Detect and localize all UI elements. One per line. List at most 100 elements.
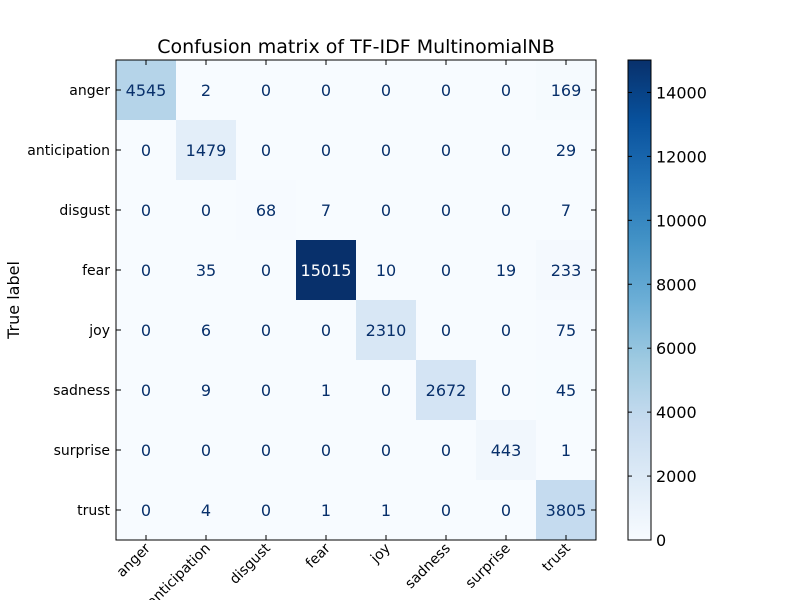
cell-value-label: 19 [496,261,516,280]
colorbar-tick-label: 4000 [656,403,697,422]
cell-value-label: 0 [141,441,151,460]
cell-value-label: 0 [441,201,451,220]
matrix-cell [296,480,356,540]
cell-value-label: 29 [556,141,576,160]
cell-value-label: 0 [381,141,391,160]
column-tick-label: joy [367,541,394,568]
colorbar-tick-label: 2000 [656,467,697,486]
column-tick-label: anger [114,540,154,580]
matrix-cell [536,360,596,420]
cell-value-label: 75 [556,321,576,340]
matrix-cell [236,240,296,300]
matrix-cell [236,420,296,480]
cell-value-label: 0 [441,321,451,340]
matrix-cell [476,180,536,240]
matrix-cell [536,180,596,240]
cell-value-label: 1 [561,441,571,460]
column-tick-label: anticipation [144,541,214,600]
cell-value-label: 1 [321,381,331,400]
column-tick-label: disgust [227,540,274,587]
cell-value-label: 0 [501,501,511,520]
matrix-cell [356,480,416,540]
cell-value-label: 0 [261,381,271,400]
row-tick-label: trust [77,503,110,519]
colorbar-tick-label: 8000 [656,275,697,294]
cell-value-label: 0 [321,81,331,100]
matrix-cell [536,300,596,360]
matrix-cell [356,300,416,360]
cell-value-label: 1479 [186,141,227,160]
row-tick-label: surprise [54,443,110,459]
cell-value-label: 0 [441,81,451,100]
cell-value-label: 0 [501,381,511,400]
cell-value-label: 0 [321,441,331,460]
colorbar-tick-label: 10000 [656,211,707,230]
colorbar-tick-label: 12000 [656,147,707,166]
chart-title: Confusion matrix of TF-IDF MultinomialNB [157,36,555,58]
matrix-cell [296,180,356,240]
matrix-cell [416,420,476,480]
matrix-cell [536,240,596,300]
cell-value-label: 4 [201,501,211,520]
matrix-cell [416,480,476,540]
matrix-cell [416,60,476,120]
matrix-cell [176,60,236,120]
cell-value-label: 0 [441,261,451,280]
matrix-cell [176,360,236,420]
y-axis-label: True label [4,261,23,340]
cell-value-label: 0 [441,141,451,160]
cell-value-label: 35 [196,261,216,280]
matrix-cell [356,360,416,420]
cell-value-label: 10 [376,261,396,280]
cell-value-label: 0 [381,201,391,220]
matrix-cell [536,480,596,540]
colorbar: 0 2000 4000 6000 8000 10000 12000 14000 [627,59,707,550]
cell-value-label: 0 [261,501,271,520]
cell-value-label: 0 [501,81,511,100]
cell-value-label: 0 [261,261,271,280]
matrix-cell [476,240,536,300]
colorbar-tick-label: 6000 [656,339,697,358]
matrix-cell [476,300,536,360]
cell-value-label: 0 [441,441,451,460]
cell-value-label: 0 [201,201,211,220]
matrix-cell [356,420,416,480]
matrix-cell [416,240,476,300]
cell-value-label: 9 [201,381,211,400]
matrix-cell [416,360,476,420]
cell-value-label: 4545 [126,81,167,100]
cell-value-label: 0 [261,321,271,340]
matrix-cell [176,120,236,180]
cell-value-label: 233 [551,261,582,280]
matrix-cell [116,420,176,480]
cell-value-label: 15015 [301,261,352,280]
matrix-cell [476,120,536,180]
row-tick-labels: anger anticipation disgust fear joy sadness su… [27,83,596,519]
matrix-cell [116,480,176,540]
matrix-cell [476,420,536,480]
cell-value-label: 68 [256,201,276,220]
matrix-cell [116,240,176,300]
cell-value-label: 45 [556,381,576,400]
matrix-cell [236,480,296,540]
cell-value-label: 169 [551,81,582,100]
cell-value-label: 0 [321,321,331,340]
cell-value-label: 0 [261,141,271,160]
matrix-cell [296,60,356,120]
cell-value-label: 0 [141,261,151,280]
cell-value-label: 0 [381,81,391,100]
cell-value-label: 0 [501,201,511,220]
matrix-cell [536,420,596,480]
matrix-cell [116,360,176,420]
cell-value-label: 0 [141,501,151,520]
cell-value-label: 7 [321,201,331,220]
cell-value-label: 0 [501,321,511,340]
colorbar-tick-label: 0 [656,531,666,550]
matrix-cell [116,60,176,120]
cell-value-label: 443 [491,441,522,460]
matrix-cell [236,60,296,120]
cell-value-label: 1 [321,501,331,520]
column-tick-label: fear [303,540,334,571]
matrix-cell [176,480,236,540]
